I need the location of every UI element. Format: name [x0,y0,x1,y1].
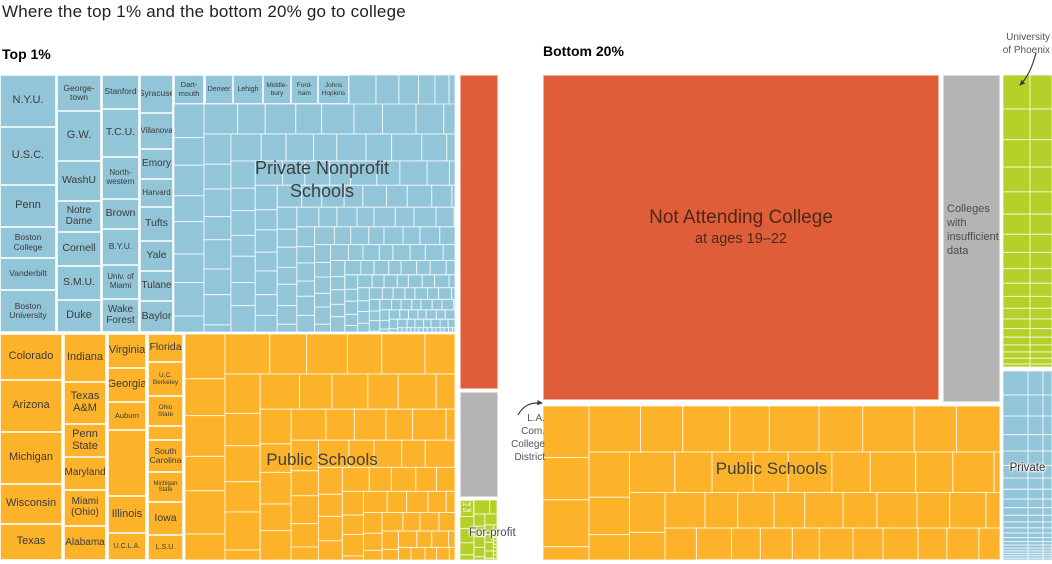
treemap-cell-u-s-c[interactable]: U.S.C. [0,127,56,185]
treemap-cells-private-nonprofit-schools-top1[interactable] [174,104,455,332]
section-colleges-with-insufficient-data-bottom20[interactable] [943,75,1000,402]
treemap-cell-denver[interactable]: Denver [205,75,233,104]
section-colleges-with-insufficient-data-top1[interactable] [460,392,498,497]
treemap-cell-florida[interactable]: Florida [148,334,183,362]
treemap-cells-private-nonprofit-schools-top1[interactable] [349,75,455,104]
treemap-cell-auburn[interactable]: Auburn [108,402,146,430]
treemap-cell-south-carolina[interactable]: South Carolina [148,440,183,472]
section-label-not-attending-college-bottom20: Not Attending College at ages 19–22 [543,206,939,249]
section-label-for-profit-top1: For-profit [469,527,516,539]
treemap-cell-michigan[interactable]: Michigan [0,432,62,484]
panel-header-top1: Top 1% [2,46,51,62]
treemap-cell-lehigh[interactable]: Lehigh [233,75,263,104]
treemap-cell-stanford[interactable]: Stanford [102,75,139,109]
treemap-cell-l-s-u[interactable]: L.S.U. [148,535,183,560]
treemap-cell-tulane[interactable]: Tulane [140,271,173,301]
treemap-cell-baylor[interactable]: Baylor [140,301,173,332]
treemap-cells-public-schools-bottom20[interactable] [543,406,1000,560]
treemap-cell-penn-state[interactable]: Penn State [64,424,106,457]
treemap-cell-texas[interactable]: Texas [0,524,62,560]
treemap-cell-n-y-u[interactable]: N.Y.U. [0,75,56,127]
treemap-cell-johns-hopkins[interactable]: Johns Hopkins [318,75,349,104]
section-sublabel-not-attending-college: at ages 19–22 [695,231,787,248]
treemap-cell-wisconsin[interactable]: Wisconsin [0,484,62,524]
treemap-cell-notre-dame[interactable]: Notre Dame [57,201,101,232]
treemap-cell-univ-of-miami[interactable]: Univ. of Miami [102,265,139,299]
treemap-cell[interactable] [108,430,146,496]
treemap-cell-alabama[interactable]: Alabama [64,526,106,560]
treemap-cell-ohio-state[interactable]: Ohio State [148,396,183,426]
annotation-university-of-phoenix: University of Phoenix [1002,32,1050,56]
treemap-cell-emory[interactable]: Emory [140,149,173,179]
treemap-cell-tufts[interactable]: Tufts [140,207,173,241]
treemap-cell-washu[interactable]: WashU [57,161,101,201]
annotation-l-a-com-college-district: L.A. Com. College District [511,413,545,463]
treemap-cell-b-y-u[interactable]: B.Y.U. [102,229,139,265]
treemap-cell-boston-college[interactable]: Boston College [0,227,56,258]
treemap-cell-middle-bury[interactable]: Middle- bury [263,75,291,104]
treemap-cell-s-m-u[interactable]: S.M.U. [57,266,101,300]
treemap-cell-t-c-u[interactable]: T.C.U. [102,109,139,157]
treemap-cell-yale[interactable]: Yale [140,241,173,271]
treemap-cell-virginia[interactable]: Virginia [108,334,146,368]
section-label-public-schools-top1: Public Schools [266,450,378,469]
treemap-cell-g-w[interactable]: G.W. [57,111,101,161]
section-label-colleges-with-insufficient-data-bottom20: Colleges with insufficient data [947,203,999,258]
panel-header-bottom20: Bottom 20% [543,43,624,59]
treemap-cell-ford-ham[interactable]: Ford- ham [291,75,318,104]
treemap-cell-maryland[interactable]: Maryland [64,457,106,490]
section-label-private-nonprofit-schools-top1: Private Nonprofit Schools [254,158,390,202]
treemap-cell-texas-a-m[interactable]: Texas A&M [64,382,106,424]
treemap-cell-syracuse[interactable]: Syracuse [140,75,173,113]
treemap-cell-u-c-l-a[interactable]: U.C.L.A. [108,533,146,560]
treemap-cell-indiana[interactable]: Indiana [64,334,106,382]
treemap-cell-vanderbilt[interactable]: Vanderbilt [0,258,56,290]
treemap-cell-colorado[interactable]: Colorado [0,334,62,380]
annotation-arrow-la-com-college-district [517,399,543,416]
treemap-cell-full-sail[interactable]: Full Sail [460,500,474,517]
treemap-cell-brown[interactable]: Brown [102,199,139,229]
annotation-arrow-university-of-phoenix [1019,52,1037,86]
treemap-cell-penn[interactable]: Penn [0,185,56,227]
section-label-public-schools-bottom20: Public Schools [715,459,828,478]
treemap-cell-michigan-state[interactable]: Michigan State [148,472,183,502]
treemap-cell-north-western[interactable]: North- western [102,157,139,199]
chart-title: Where the top 1% and the bottom 20% go t… [2,2,406,21]
section-not-attending-college-bottom20[interactable] [543,75,939,400]
treemap-cell-wake-forest[interactable]: Wake Forest [102,299,139,332]
treemap-cell-arizona[interactable]: Arizona [0,380,62,432]
treemap-cells-for-profit-bottom20[interactable] [1003,75,1052,367]
treemap-cell-cornell[interactable]: Cornell [57,232,101,266]
treemap-cell[interactable] [148,426,183,440]
treemap-cell-miami-ohio[interactable]: Miami (Ohio) [64,490,106,526]
treemap-cell-harvard[interactable]: Harvard [140,179,173,207]
treemap-cell-georgia[interactable]: Georgia [108,368,146,402]
section-label-private-nonprofit-schools-bottom20: Private [1009,462,1046,474]
treemap-cell-villanova[interactable]: Villanova [140,113,173,149]
treemap-cell-boston-university[interactable]: Boston University [0,290,56,332]
treemap-cell-dart-mouth[interactable]: Dart- mouth [174,75,204,104]
treemap-cell-illinois[interactable]: Illinois [108,496,146,533]
treemap-cell-george-town[interactable]: George- town [57,75,101,111]
treemap-cell-u-c-berkeley[interactable]: U.C. Berkeley [148,362,183,396]
section-not-attending-college-top1[interactable] [460,75,498,389]
treemap-cell-duke[interactable]: Duke [57,300,101,332]
treemap-cell-iowa[interactable]: Iowa [148,502,183,535]
treemap-cells-public-schools-top1[interactable] [185,334,455,560]
